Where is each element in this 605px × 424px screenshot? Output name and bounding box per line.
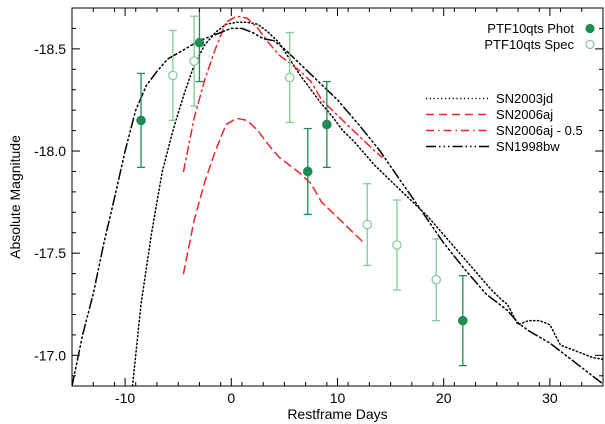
series-line-sn2006aj-0-5 (182, 15, 383, 173)
spec-data-point (362, 183, 373, 267)
legend-point-marker (585, 39, 595, 50)
y-tick-label: -18.5 (34, 41, 66, 57)
marker (322, 119, 332, 130)
axes: -10 0 10 20 30 -18.5 -18.0 -17.5 -17.0 (34, 7, 604, 406)
legend-line-label: SN2006aj (496, 107, 553, 122)
spec-data-point (431, 238, 442, 322)
series-line-sn2006aj (182, 117, 365, 275)
plot-area (72, 8, 603, 386)
marker (302, 166, 313, 177)
marker (362, 219, 373, 230)
series-line-sn1998bw (72, 27, 603, 386)
x-tick-label: 0 (227, 390, 235, 406)
y-tick-label: -17.5 (34, 245, 66, 261)
marker (284, 72, 295, 83)
phot-data-point (322, 80, 332, 169)
marker (458, 315, 468, 326)
legend-point-label: PTF10qts Spec (484, 37, 574, 52)
plot-frame (71, 7, 604, 387)
y-axis-label: Absolute Magnitude (7, 135, 23, 259)
spec-points (168, 15, 442, 322)
phot-data-point (194, 8, 205, 83)
x-tick-label: 20 (436, 390, 452, 406)
marker (189, 56, 199, 66)
y-tick-label: -17.0 (34, 347, 66, 363)
marker (168, 70, 178, 81)
marker (392, 240, 402, 250)
legend-line-label: SN2003jd (496, 91, 553, 106)
phot-points (136, 8, 468, 367)
marker (194, 37, 205, 48)
legend-point-label: PTF10qts Phot (487, 21, 574, 36)
marker (136, 115, 146, 126)
x-axis-label: Restframe Days (287, 406, 387, 422)
phot-data-point (136, 72, 146, 169)
spec-data-point (189, 15, 199, 107)
spec-data-point (392, 199, 402, 291)
y-tick-label: -18.0 (34, 143, 66, 159)
spec-data-point (168, 29, 178, 122)
x-tick-label: 10 (330, 390, 346, 406)
legend-line-label: SN1998bw (496, 139, 560, 154)
spec-data-point (284, 31, 295, 124)
phot-data-point (302, 127, 313, 216)
phot-data-point (458, 275, 468, 367)
x-tick-label: -10 (115, 390, 135, 406)
legend-line-label: SN2006aj - 0.5 (496, 123, 583, 138)
marker (431, 274, 442, 285)
x-tick-label: 30 (542, 390, 558, 406)
legend-point-marker (585, 23, 595, 34)
